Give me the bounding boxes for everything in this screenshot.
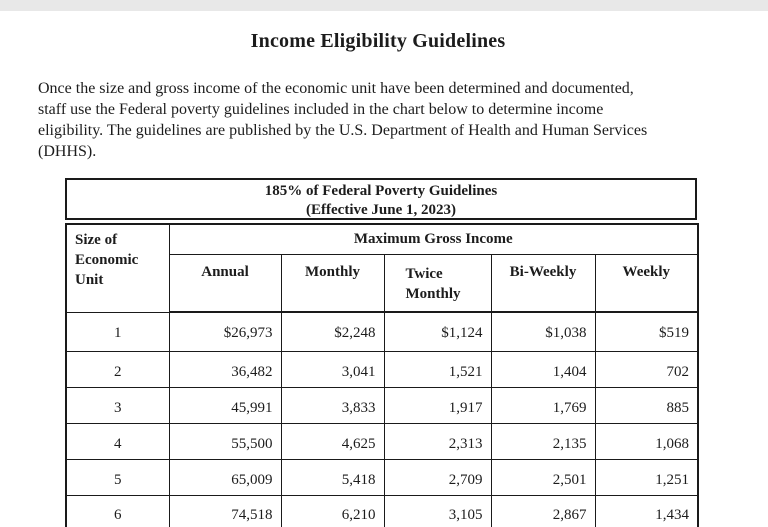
col-header-size: Size of Economic Unit: [65, 223, 170, 313]
cell-twice-monthly: 1,917: [383, 386, 492, 424]
table-row: 4 55,500 4,625 2,313 2,135 1,068: [65, 422, 699, 460]
income-table: Size of Economic Unit Maximum Gross Inco…: [65, 223, 700, 527]
cell-monthly: 4,625: [280, 422, 385, 460]
table-row: 5 65,009 5,418 2,709 2,501 1,251: [65, 458, 699, 496]
table-row: 2 36,482 3,041 1,521 1,404 702: [65, 350, 699, 388]
col-header-weekly: Weekly: [594, 253, 699, 313]
cell-monthly: 3,041: [280, 350, 385, 388]
cell-size: 4: [65, 422, 170, 460]
cell-twice-monthly: 2,313: [383, 422, 492, 460]
col-header-bi-weekly: Bi-Weekly: [490, 253, 596, 313]
cell-weekly: 1,068: [594, 422, 699, 460]
table-caption-line2: (Effective June 1, 2023): [306, 202, 456, 218]
intro-line: Once the size and gross income of the ec…: [38, 80, 634, 97]
cell-twice-monthly: 1,521: [383, 350, 492, 388]
cell-weekly: 702: [594, 350, 699, 388]
cell-weekly: 1,434: [594, 494, 699, 527]
intro-line: staff use the Federal poverty guidelines…: [38, 101, 604, 118]
cell-bi-weekly: 1,404: [490, 350, 596, 388]
cell-bi-weekly: $1,038: [490, 311, 596, 352]
poverty-guidelines-table: 185% of Federal Poverty Guidelines (Effe…: [65, 178, 700, 527]
cell-monthly: $2,248: [280, 311, 385, 352]
cell-annual: 55,500: [168, 422, 282, 460]
intro-line: (DHHS).: [38, 143, 97, 160]
table-row: 6 74,518 6,210 3,105 2,867 1,434: [65, 494, 699, 527]
cell-size: 2: [65, 350, 170, 388]
table-row: 3 45,991 3,833 1,917 1,769 885: [65, 386, 699, 424]
cell-size: 1: [65, 311, 170, 352]
cell-size: 5: [65, 458, 170, 496]
table-caption: 185% of Federal Poverty Guidelines (Effe…: [65, 178, 697, 220]
cell-weekly: 1,251: [594, 458, 699, 496]
header-row-group: Size of Economic Unit Maximum Gross Inco…: [65, 223, 699, 313]
cell-monthly: 6,210: [280, 494, 385, 527]
cell-annual: 45,991: [168, 386, 282, 424]
cell-size: 6: [65, 494, 170, 527]
cell-size: 3: [65, 386, 170, 424]
cell-weekly: $519: [594, 311, 699, 352]
cell-annual: 36,482: [168, 350, 282, 388]
cell-twice-monthly: 2,709: [383, 458, 492, 496]
cell-annual: 65,009: [168, 458, 282, 496]
page-title: Income Eligibility Guidelines: [250, 30, 506, 52]
col-header-monthly: Monthly: [280, 253, 385, 313]
intro-line: eligibility. The guidelines are publishe…: [38, 122, 648, 139]
cell-bi-weekly: 2,867: [490, 494, 596, 527]
table-caption-line1: 185% of Federal Poverty Guidelines: [264, 183, 498, 199]
cell-bi-weekly: 2,501: [490, 458, 596, 496]
intro-paragraph: Once the size and gross income of the ec…: [38, 78, 647, 162]
header-row-periods: Annual Monthly Twice Monthly Bi-Weekly W…: [66, 253, 699, 313]
col-header-twice-monthly: Twice Monthly: [383, 253, 492, 313]
cell-bi-weekly: 2,135: [490, 422, 596, 460]
cell-annual: 74,518: [168, 494, 282, 527]
cell-monthly: 3,833: [280, 386, 385, 424]
table-row: 1 $26,973 $2,248 $1,124 $1,038 $519: [65, 311, 699, 352]
scan-artifact-band: [0, 0, 768, 11]
col-header-maximum-gross-income: Maximum Gross Income: [168, 223, 699, 255]
cell-weekly: 885: [594, 386, 699, 424]
cell-twice-monthly: $1,124: [383, 311, 492, 352]
cell-annual: $26,973: [168, 311, 282, 352]
cell-twice-monthly: 3,105: [383, 494, 492, 527]
cell-bi-weekly: 1,769: [490, 386, 596, 424]
col-header-annual: Annual: [168, 253, 282, 313]
cell-monthly: 5,418: [280, 458, 385, 496]
